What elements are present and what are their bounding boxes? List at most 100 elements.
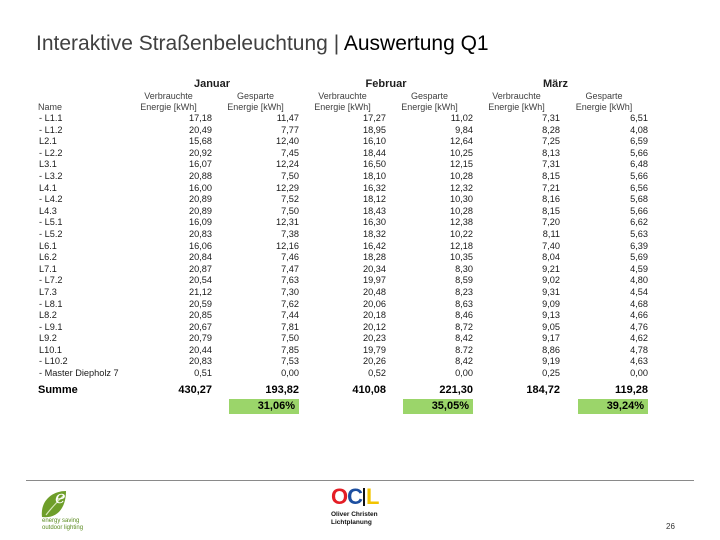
row-value: 0,00 (455, 368, 473, 379)
row-value: 4,63 (630, 356, 648, 367)
row-value: 16,10 (363, 136, 386, 147)
table-row: L3.1 16,07 12,24 16,50 12,15 7,31 6,48 (38, 159, 648, 171)
row-value: 5,63 (630, 228, 648, 239)
row-name: L10.1 (39, 344, 62, 355)
col-unit: Energie [kWh] (575, 102, 633, 112)
row-value: 12,64 (450, 136, 473, 147)
row-value: 20,12 (363, 321, 386, 332)
row-value: 19,97 (363, 275, 386, 286)
row-value: 18,95 (363, 124, 386, 135)
table-row: L6.2 20,84 7,46 18,28 10,35 8,04 5,69 (38, 252, 648, 264)
col-saved-mar: Gesparte (585, 91, 623, 101)
row-value: 0,52 (368, 368, 386, 379)
row-value: 12,24 (276, 159, 299, 170)
row-value: 4,59 (630, 263, 648, 274)
table-row: L10.1 20,44 7,85 19,79 8.72 8,86 4,78 (38, 345, 648, 357)
row-value: 9,17 (542, 333, 560, 344)
row-value: 12,15 (450, 159, 473, 170)
row-name: - L5.1 (39, 217, 63, 228)
col-name: Name (38, 102, 63, 112)
row-value: 9,02 (542, 275, 560, 286)
row-value: 7,47 (281, 263, 299, 274)
row-name: - L8.1 (39, 298, 63, 309)
row-value: 7,40 (542, 240, 560, 251)
savings-percentage: 39,24% (578, 398, 648, 414)
sum-value: 410,08 (352, 383, 386, 396)
row-name: L6.1 (39, 240, 57, 251)
table-row: L6.1 16,06 12,16 16,42 12,18 7,40 6,39 (38, 241, 648, 253)
title-separator: | (333, 32, 340, 55)
col-used-jan: Verbrauchte (144, 91, 193, 101)
row-value: 9,19 (542, 356, 560, 367)
row-value: 19,79 (363, 344, 386, 355)
row-value: 12,40 (276, 136, 299, 147)
soli-tagline-1: energy saving (42, 518, 80, 524)
row-value: 20,59 (189, 298, 212, 309)
row-value: 11,02 (450, 113, 473, 123)
sum-value: 221,30 (439, 383, 473, 396)
soli-logo: e energy saving outdoor lighting (36, 487, 86, 535)
col-unit: Energie [kWh] (227, 102, 284, 112)
slide-title: Interaktive Straßenbeleuchtung | Auswert… (36, 32, 489, 56)
row-value: 8,15 (542, 205, 560, 216)
row-value: 18,43 (363, 205, 386, 216)
row-value: 10,25 (450, 147, 473, 158)
row-value: 20,88 (189, 170, 212, 181)
savings-percentage: 35,05% (403, 398, 473, 414)
row-value: 7,52 (281, 194, 299, 205)
row-name: L7.3 (39, 286, 57, 297)
row-value: 4,76 (630, 321, 648, 332)
row-value: 18,10 (363, 170, 386, 181)
sum-value: 119,28 (614, 383, 648, 396)
row-value: 8,04 (542, 252, 560, 263)
row-value: 7,53 (281, 356, 299, 367)
sum-value: 430,27 (178, 383, 212, 396)
table-row: - Master Diepholz 7 0,51 0,00 0,52 0,00 0,25 0… (38, 368, 648, 380)
sum-value: 184,72 (526, 383, 560, 396)
row-value: 7,45 (281, 147, 299, 158)
row-value: 0,51 (194, 368, 212, 379)
row-name: - L3.2 (39, 170, 63, 181)
month-header-row: Januar Februar März (38, 77, 648, 91)
ocl-wordmark: OC L (331, 486, 401, 508)
table-row: L7.1 20,87 7,47 20,34 8,30 9,21 4,59 (38, 264, 648, 276)
row-value: 4,66 (630, 310, 648, 321)
row-value: 7,81 (281, 321, 299, 332)
table-row: - L1.2 20,49 7,77 18,95 9,84 8,28 4,08 (38, 125, 648, 137)
ocl-letter-l: L (366, 484, 379, 509)
row-value: 5,68 (630, 194, 648, 205)
row-name: L8.2 (39, 310, 57, 321)
title-prefix: Interaktive Straßenbeleuchtung (36, 32, 328, 55)
row-value: 4,62 (630, 333, 648, 344)
row-value: 20,83 (189, 356, 212, 367)
row-value: 20,84 (189, 252, 212, 263)
row-name: - L7.2 (39, 275, 63, 286)
row-value: 5,69 (630, 252, 648, 263)
table-row: - L8.1 20,59 7,62 20,06 8,63 9,09 4,68 (38, 299, 648, 311)
table-row: - L3.2 20,88 7,50 18,10 10,28 8,15 5,66 (38, 171, 648, 183)
row-value: 16,42 (363, 240, 386, 251)
table-row: - L5.1 16,09 12,31 16,30 12,38 7,20 6,62 (38, 217, 648, 229)
row-value: 17,27 (363, 113, 386, 123)
row-value: 4,80 (630, 275, 648, 286)
soli-tagline-2: outdoor lighting (42, 525, 84, 531)
col-unit: Energie [kWh] (488, 102, 545, 112)
table-row: - L7.2 20,54 7,63 19,97 8,59 9,02 4,80 (38, 275, 648, 287)
row-value: 10,30 (450, 194, 473, 205)
col-unit: Energie [kWh] (401, 102, 458, 112)
row-value: 20,26 (363, 356, 386, 367)
row-value: 10,22 (450, 228, 473, 239)
table-row: - L2.2 20,92 7,45 18,44 10,25 8,13 5,66 (38, 148, 648, 160)
column-header-row-2: Name Energie [kWh] Energie [kWh] Energie… (38, 102, 648, 113)
row-name: - L10.2 (39, 356, 68, 367)
column-header-row-1: Verbrauchte Gesparte Verbrauchte Gespart… (38, 91, 648, 102)
row-value: 7,63 (281, 275, 299, 286)
row-name: - L1.2 (39, 124, 63, 135)
row-name: L4.3 (39, 205, 57, 216)
ocl-line-1: Oliver Christen (331, 511, 378, 518)
row-value: 6,59 (630, 136, 648, 147)
row-value: 8,42 (455, 333, 473, 344)
row-value: 0,25 (542, 368, 560, 379)
row-value: 9,31 (542, 286, 560, 297)
row-value: 0,00 (281, 368, 299, 379)
